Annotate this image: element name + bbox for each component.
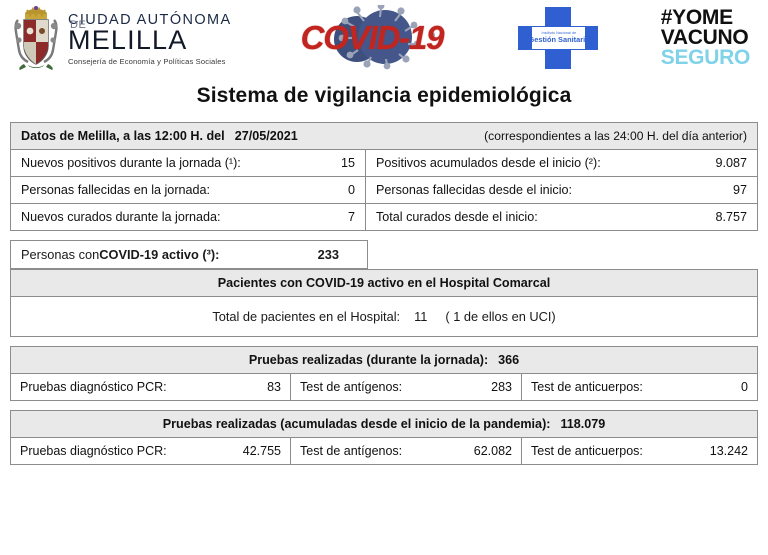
cumulative-pcr-value: 42.755 xyxy=(242,444,281,458)
vacuno-line-3: SEGURO xyxy=(660,46,751,70)
cumulative-tests-header-label: Pruebas realizadas (acumuladas desde el … xyxy=(162,417,551,431)
daily-tests-table: Pruebas realizadas (durante la jornada):… xyxy=(10,346,758,401)
active-cases-box: Personas con COVID-19 activo (³): 233 xyxy=(10,240,368,269)
melilla-line-2: DE MELILLA xyxy=(68,19,232,56)
new-positives-label: Nuevos positivos durante la jornada (¹): xyxy=(21,156,241,170)
cumulative-antibody-label: Test de anticuerpos: xyxy=(531,444,643,458)
melilla-city-name: MELILLA xyxy=(68,25,188,56)
cumulative-tests-total-value: 118.079 xyxy=(560,417,606,431)
cumulative-antibody-cell: Test de anticuerpos: 13.242 xyxy=(522,438,757,464)
melilla-wordmark: CIUDAD AUTÓNOMA DE MELILLA Consejería de… xyxy=(68,11,232,66)
cumulative-antigen-value: 62.082 xyxy=(473,444,512,458)
daily-tests-total-value: 366 xyxy=(498,353,520,367)
page-title: Sistema de vigilancia epidemiológica xyxy=(196,84,572,107)
daily-pcr-cell: Pruebas diagnóstico PCR: 83 xyxy=(11,374,291,400)
cumulative-antigen-cell: Test de antígenos: 62.082 xyxy=(291,438,522,464)
summary-header-note: (correspondientes a las 24:00 H. del día… xyxy=(484,129,747,143)
table-row: Personas fallecidas en la jornada: 0 Per… xyxy=(11,177,757,204)
daily-antigen-value: 283 xyxy=(491,380,512,394)
total-positives-value: 9.087 xyxy=(715,156,747,170)
table-row: Nuevos positivos durante la jornada (¹):… xyxy=(11,150,757,177)
daily-tests-header: Pruebas realizadas (durante la jornada):… xyxy=(11,347,757,374)
hospital-table: Pacientes con COVID-19 activo en el Hosp… xyxy=(10,269,758,337)
hospital-icu-note: ( 1 de ellos en UCI) xyxy=(445,309,556,324)
total-positives-label: Positivos acumulados desde el inicio (²)… xyxy=(376,156,601,170)
logo-bar: CIUDAD AUTÓNOMA DE MELILLA Consejería de… xyxy=(0,0,768,72)
new-positives-value: 15 xyxy=(340,156,355,170)
daily-pcr-value: 83 xyxy=(267,380,281,394)
daily-deaths-label: Personas fallecidas en la jornada: xyxy=(21,183,211,197)
daily-antibody-cell: Test de anticuerpos: 0 xyxy=(522,374,757,400)
total-recovered-value: 8.757 xyxy=(715,210,747,224)
table-row: Nuevos curados durante la jornada: 7 Tot… xyxy=(11,204,757,230)
cumulative-antigen-label: Test de antígenos: xyxy=(300,444,403,458)
covid19-logo: COVID-19 xyxy=(288,5,456,71)
daily-antigen-cell: Test de antígenos: 283 xyxy=(291,374,522,400)
ingesa-main-text: Gestión Sanitaria xyxy=(532,34,586,44)
daily-tests-header-label: Pruebas realizadas (durante la jornada): xyxy=(248,353,489,367)
hospital-patients-row: Total de pacientes en el Hospital: 11 ( … xyxy=(11,297,757,336)
vacuno-line-2: VACUNO xyxy=(660,25,749,49)
daily-antibody-label: Test de anticuerpos: xyxy=(531,380,643,394)
summary-table-header: Datos de Melilla, a las 12:00 H. del 27/… xyxy=(11,123,757,150)
summary-header-prefix: Datos de Melilla, a las 12:00 H. del xyxy=(21,129,225,143)
daily-deaths-value: 0 xyxy=(347,183,355,197)
cumulative-tests-table: Pruebas realizadas (acumuladas desde el … xyxy=(10,410,758,465)
daily-recovered-cell: Nuevos curados durante la jornada: 7 xyxy=(11,204,366,230)
ingesa-logo: Instituto Nacional de Gestión Sanitaria xyxy=(512,5,604,71)
cumulative-antibody-value: 13.242 xyxy=(709,444,748,458)
hospital-patients-value: 11 xyxy=(414,309,428,324)
hospital-table-header: Pacientes con COVID-19 activo en el Hosp… xyxy=(11,270,757,297)
yome-vacuno-seguro-logo: #YOME VACUNO SEGURO xyxy=(660,5,754,70)
daily-antibody-value: 0 xyxy=(741,380,748,394)
cumulative-pcr-label: Pruebas diagnóstico PCR: xyxy=(20,444,167,458)
virus-spikes-icon xyxy=(338,5,435,70)
table-row: Pruebas diagnóstico PCR: 42.755 Test de … xyxy=(11,438,757,464)
vacuno-line-1: #YOME xyxy=(660,5,733,29)
daily-recovered-label: Nuevos curados durante la jornada: xyxy=(21,210,221,224)
table-row: Pruebas diagnóstico PCR: 83 Test de antí… xyxy=(11,374,757,400)
cumulative-tests-header: Pruebas realizadas (acumuladas desde el … xyxy=(11,411,757,438)
melilla-department-line: Consejería de Economía y Políticas Socia… xyxy=(68,56,226,66)
summary-header-date: 27/05/2021 xyxy=(234,129,298,143)
cumulative-pcr-cell: Pruebas diagnóstico PCR: 42.755 xyxy=(11,438,291,464)
virus-particle-icon xyxy=(357,10,412,64)
active-cases-label-prefix: Personas con xyxy=(21,247,100,262)
daily-recovered-value: 7 xyxy=(347,210,355,224)
ingesa-small-text: Instituto Nacional de xyxy=(541,30,577,35)
total-deaths-label: Personas fallecidas desde el inicio: xyxy=(376,183,573,197)
active-cases-value: 233 xyxy=(317,247,339,262)
ingesa-label-plate: Instituto Nacional de Gestión Sanitaria xyxy=(532,27,586,49)
new-positives-cell: Nuevos positivos durante la jornada (¹):… xyxy=(11,150,366,176)
daily-deaths-cell: Personas fallecidas en la jornada: 0 xyxy=(11,177,366,203)
covid19-wordmark: COVID-19 xyxy=(300,19,445,56)
daily-antigen-label: Test de antígenos: xyxy=(300,380,403,394)
total-positives-cell: Positivos acumulados desde el inicio (²)… xyxy=(366,150,757,176)
total-recovered-label: Total curados desde el inicio: xyxy=(376,210,538,224)
total-recovered-cell: Total curados desde el inicio: 8.757 xyxy=(366,204,757,230)
total-deaths-value: 97 xyxy=(732,183,747,197)
total-deaths-cell: Personas fallecidas desde el inicio: 97 xyxy=(366,177,757,203)
daily-pcr-label: Pruebas diagnóstico PCR: xyxy=(20,380,167,394)
melilla-de-word: DE xyxy=(70,19,87,32)
summary-table: Datos de Melilla, a las 12:00 H. del 27/… xyxy=(10,122,758,231)
active-cases-label-bold: COVID-19 activo (³): xyxy=(99,247,220,262)
melilla-coat-of-arms-icon xyxy=(10,6,62,70)
melilla-line-1: CIUDAD AUTÓNOMA xyxy=(68,11,232,28)
hospital-patients-label: Total de pacientes en el Hospital: xyxy=(212,309,401,324)
melilla-government-logo: CIUDAD AUTÓNOMA DE MELILLA Consejería de… xyxy=(10,6,232,70)
